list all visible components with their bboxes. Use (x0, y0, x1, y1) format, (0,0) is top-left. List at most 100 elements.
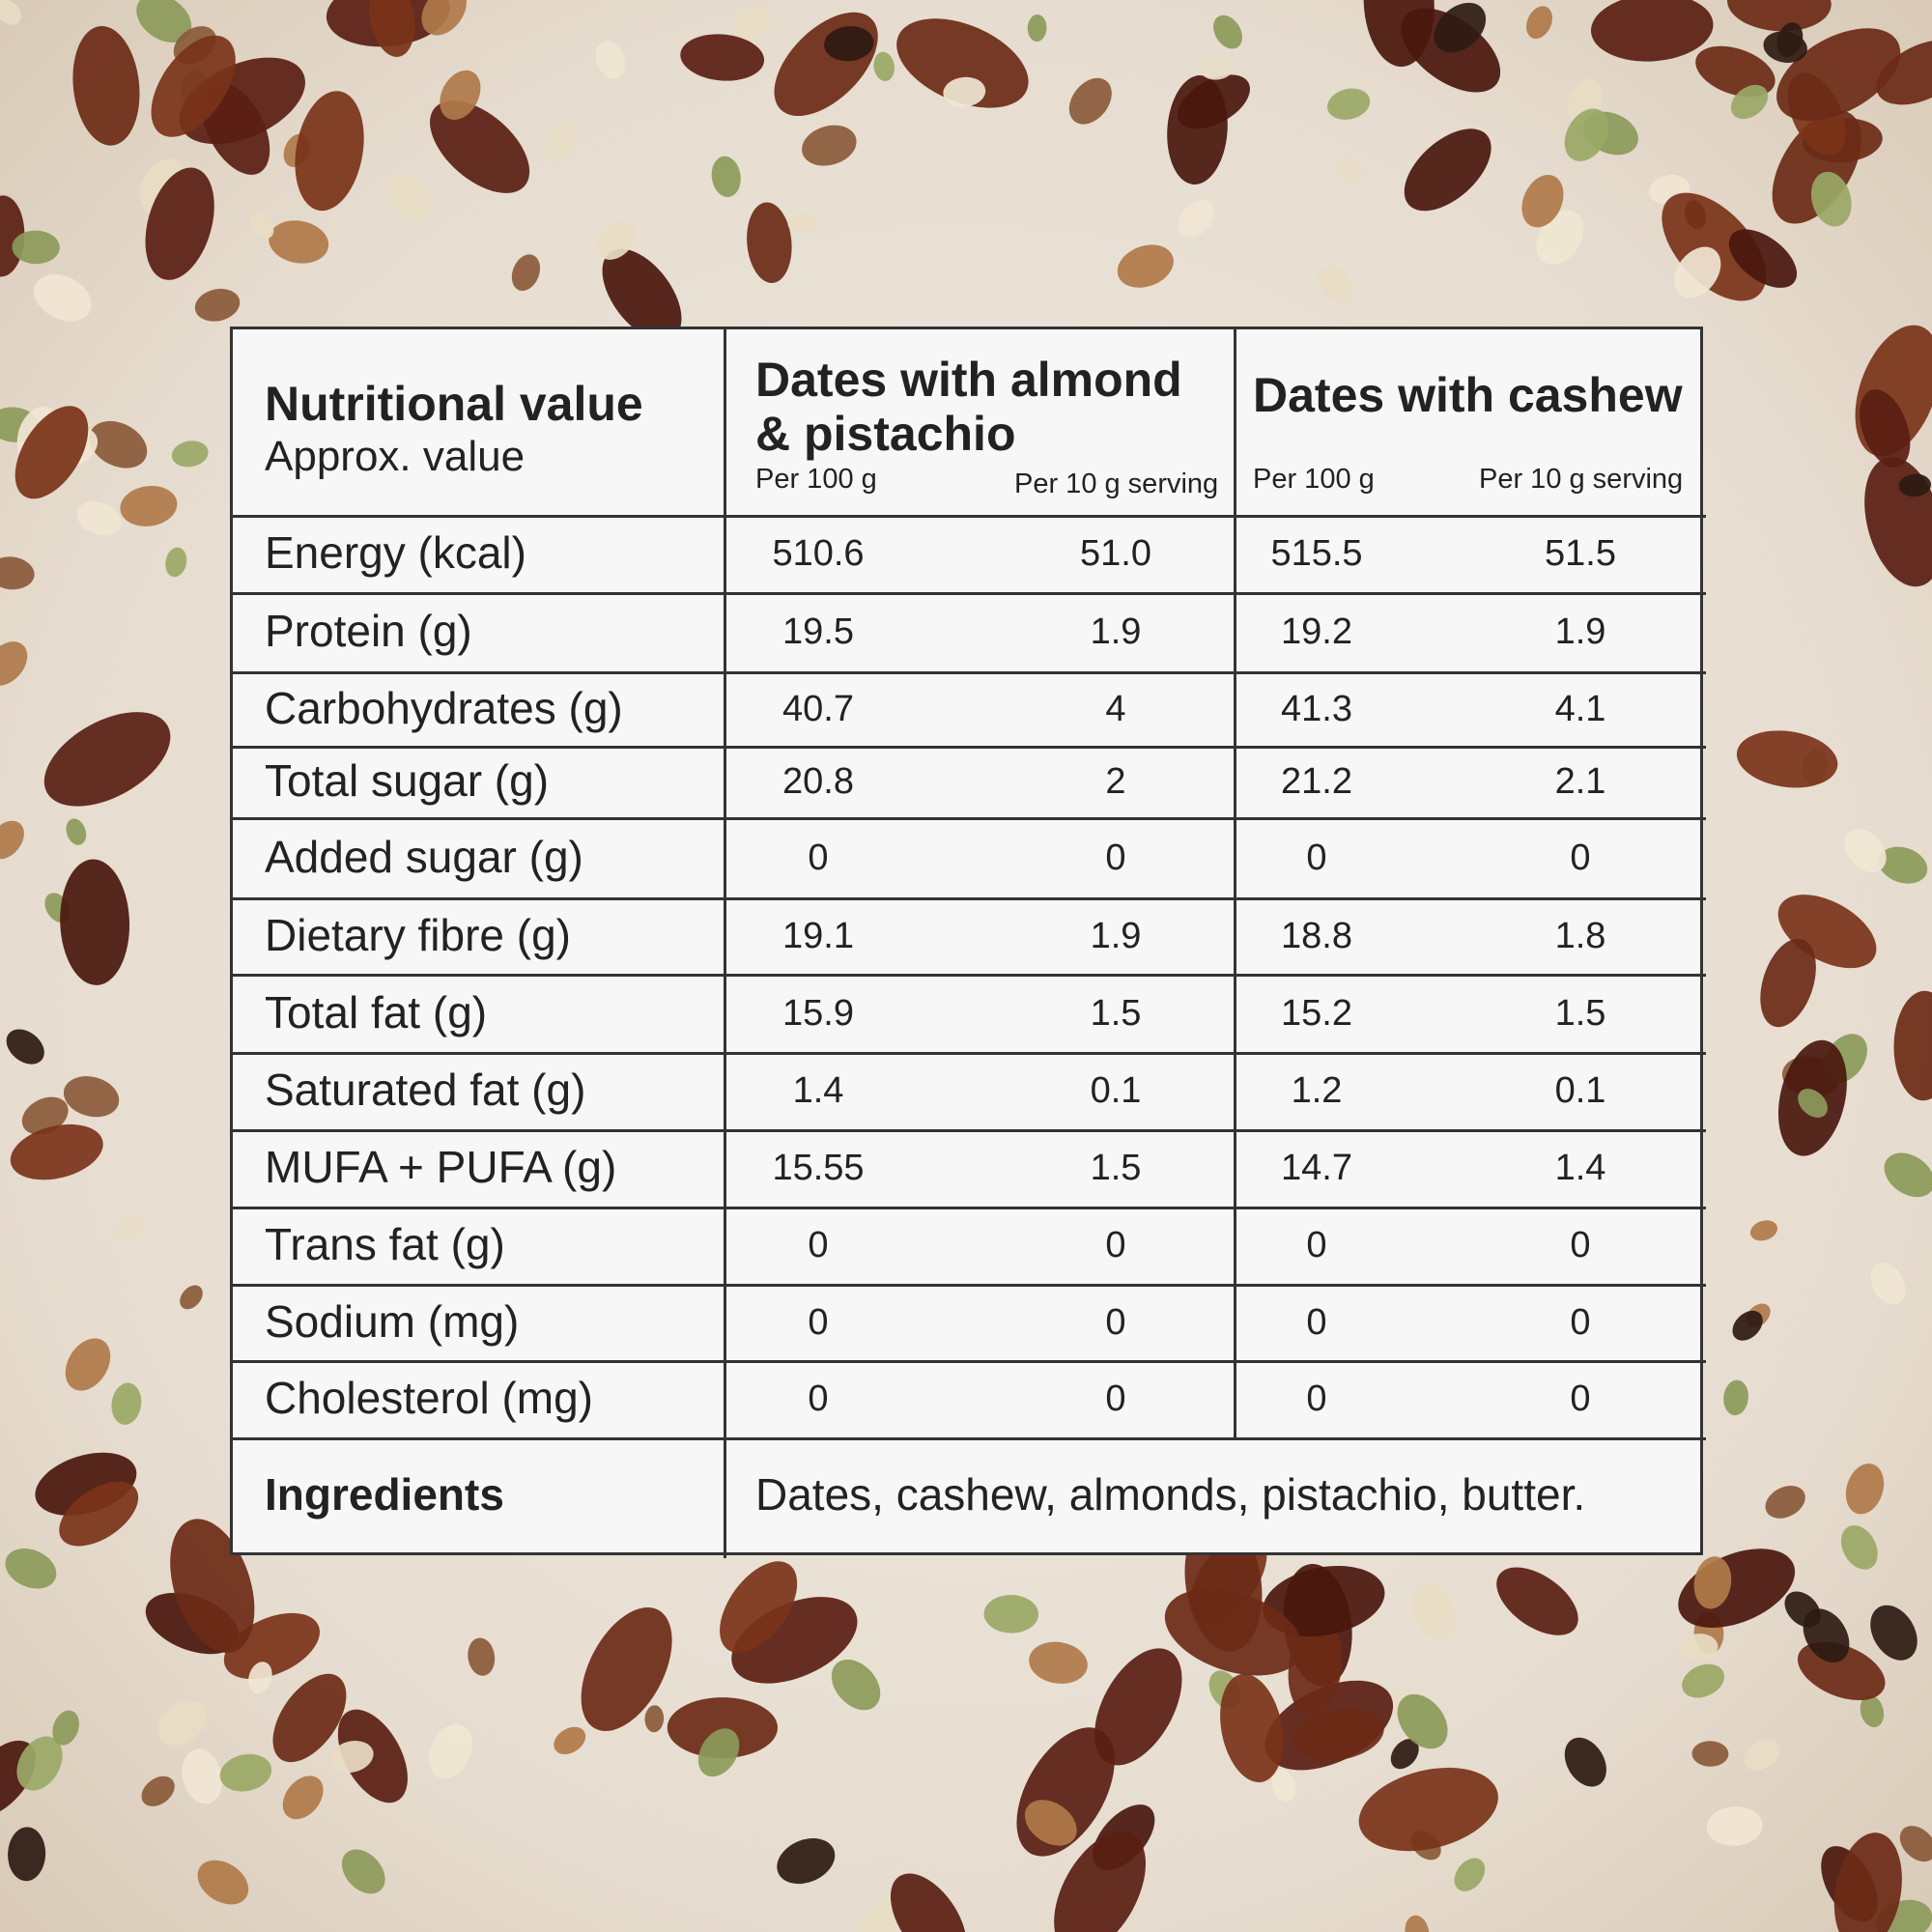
decor (1776, 28, 1901, 121)
row-label: Protein (g) (265, 606, 472, 656)
decor (8, 1827, 46, 1882)
decor (329, 1741, 374, 1774)
column-title: Dates with almond & pistachio (755, 353, 1182, 461)
cell-value: 19.5 (782, 611, 854, 652)
decor (272, 1673, 347, 1763)
decor (1732, 1310, 1763, 1341)
row-line (233, 1359, 1706, 1363)
decor (197, 1860, 249, 1905)
cell-value: 2 (1105, 761, 1126, 802)
decor (943, 76, 986, 107)
decor (0, 641, 28, 686)
decor (43, 712, 171, 807)
decor (219, 1753, 272, 1792)
cell-value: 15.55 (772, 1148, 865, 1188)
decor (1434, 2, 1487, 53)
decor (873, 51, 895, 81)
row-label: Added sugar (g) (265, 831, 583, 882)
decor (430, 100, 530, 193)
cell-value: 0 (1105, 837, 1126, 878)
decor (59, 1481, 139, 1547)
decor (802, 125, 857, 166)
decor (157, 1699, 208, 1746)
decor (1884, 1152, 1932, 1198)
row-line (233, 1436, 1706, 1440)
row-line (233, 973, 1706, 977)
decor (1691, 1741, 1729, 1767)
decor (597, 221, 636, 260)
row-line (233, 670, 1706, 674)
decor (10, 1123, 103, 1180)
column-title: Dates with cashew (1253, 368, 1683, 422)
decor (249, 213, 274, 240)
decor (1682, 1663, 1725, 1698)
cell-value: 1.4 (1554, 1148, 1606, 1188)
ingredients-label: Ingredients (265, 1469, 504, 1520)
decor (1860, 1694, 1885, 1728)
decor (1730, 84, 1769, 120)
cell-value: 21.2 (1281, 761, 1352, 802)
column-subtitle: Per 10 g serving (1479, 464, 1684, 495)
decor (1893, 990, 1932, 1101)
column-subtitle: Per 10 g serving (1014, 469, 1219, 499)
cell-value: 15.2 (1281, 992, 1352, 1034)
decor (1054, 1831, 1146, 1932)
decor (1027, 14, 1047, 43)
cell-value: 1.9 (1090, 915, 1142, 956)
decor (1864, 457, 1932, 587)
decor (282, 1776, 324, 1820)
decor (890, 1873, 967, 1932)
decor (1454, 1858, 1486, 1891)
cell-value: 0 (1570, 1225, 1591, 1265)
decor (697, 1728, 740, 1777)
decor (544, 121, 577, 162)
decor (136, 0, 192, 43)
decor (1200, 55, 1235, 80)
row-line (233, 1051, 1706, 1055)
cell-value: 4 (1105, 688, 1126, 729)
decor (341, 1849, 385, 1894)
cell-value: 19.2 (1281, 611, 1352, 652)
decor (440, 70, 481, 121)
cell-value: 51.0 (1080, 533, 1151, 574)
decor (595, 41, 626, 79)
cell-value: 1.5 (1554, 992, 1606, 1034)
cell-value: 15.9 (782, 992, 854, 1034)
decor (831, 1659, 881, 1711)
decor (1673, 246, 1721, 298)
decor (194, 288, 241, 322)
cell-value: 2.1 (1554, 761, 1606, 802)
decor (732, 7, 772, 42)
decor (76, 500, 122, 536)
decor (554, 1726, 586, 1755)
decor (1693, 1556, 1732, 1609)
ingredients-text: Dates, cashew, almonds, pistachio, butte… (755, 1469, 1586, 1520)
decor (52, 1710, 79, 1746)
decor (14, 406, 89, 499)
decor (1870, 1605, 1918, 1661)
decor (171, 440, 209, 468)
row-line (233, 745, 1706, 749)
row-line (233, 1206, 1706, 1209)
decor (16, 1736, 63, 1791)
decor (1293, 1708, 1384, 1761)
decor (1213, 14, 1242, 49)
decor (1810, 171, 1852, 227)
cell-value: 1.9 (1554, 611, 1606, 652)
row-label: Energy (kcal) (265, 527, 526, 578)
decor (1878, 846, 1928, 884)
decor (165, 547, 187, 578)
decor (34, 273, 92, 322)
decor (151, 35, 236, 137)
decor (1521, 175, 1564, 228)
decor (1728, 229, 1798, 288)
decor (644, 1705, 665, 1733)
decor (0, 556, 35, 590)
row-line (233, 816, 1706, 820)
decor (1844, 828, 1887, 872)
cell-value: 515.5 (1270, 533, 1363, 574)
decor (60, 859, 130, 985)
cell-value: 0 (1570, 837, 1591, 878)
decor (1870, 1263, 1906, 1305)
column-subtitle: Per 100 g (1253, 464, 1375, 495)
